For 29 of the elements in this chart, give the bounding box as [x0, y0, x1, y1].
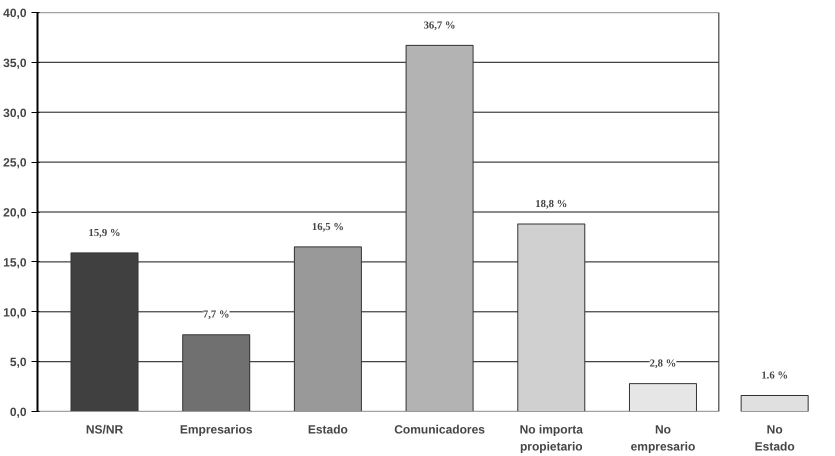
y-tick-label: 35,0 [3, 56, 27, 70]
data-label: 1.6 % [761, 370, 788, 382]
bar [294, 246, 362, 412]
y-tick-label: 0,0 [10, 405, 27, 419]
x-tick-label: NS/NR [86, 422, 124, 436]
data-label: 2,8 % [650, 358, 676, 370]
bar [517, 223, 586, 412]
y-tick-label: 10,0 [3, 305, 27, 320]
bar [406, 44, 474, 412]
bar [182, 334, 250, 412]
x-tick-label: Empresarios [180, 422, 253, 436]
x-tick-label: No Estado [754, 422, 795, 454]
data-label: 16,5 % [312, 222, 344, 233]
y-tick-label: 25,0 [3, 156, 27, 170]
x-tick-label: No empresario [630, 422, 696, 454]
x-tick-label: Estado [308, 422, 348, 436]
data-label: 7,7 % [202, 310, 230, 321]
x-tick-label: Comunicadores [394, 422, 486, 436]
y-tick-label: 20,0 [3, 206, 27, 220]
bar [740, 395, 809, 412]
y-tick-label: 40,0 [3, 6, 27, 20]
bar [628, 383, 697, 412]
data-label: 36,7 % [424, 20, 456, 32]
data-label: 18,8 % [535, 198, 568, 210]
y-tick-label: 30,0 [3, 106, 27, 120]
y-tick-label: 5,0 [10, 355, 27, 370]
x-tick-label: No importa propietario [520, 422, 584, 454]
y-tick-label: 15,0 [3, 255, 27, 270]
data-label: 15,9 % [88, 228, 120, 239]
